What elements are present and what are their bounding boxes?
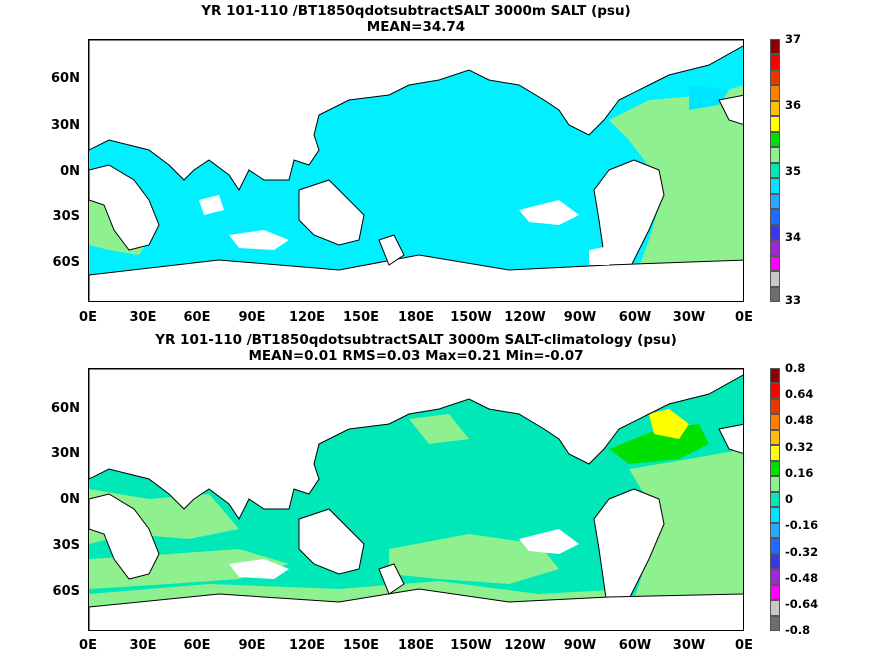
colorbar-segment [770,476,780,492]
colorbar-segment [770,209,780,225]
panel2-cbar-label-2: 0.48 [785,413,814,427]
panel2-cbar-label-0: 0.8 [785,361,806,375]
panel1-lon-0e-end: 0E [735,310,753,325]
panel1-lat-60n: 60N [51,71,80,86]
panel1-lon-0e: 0E [79,310,97,325]
colorbar-segment [770,39,780,55]
panel1-cbar-label-33: 33 [785,293,802,307]
panel2-cbar-label-5: 0 [785,492,794,506]
panel1-lat-60s: 60S [52,255,80,270]
panel1-lon-120w: 120W [504,310,546,325]
panel2-lon-0e-end: 0E [735,638,753,653]
panel2-lon-150e: 150E [342,638,380,653]
panel2-lat-60s: 60S [52,584,80,599]
panel1-lat-30n: 30N [51,118,80,133]
panel1-lon-90e: 90E [238,310,266,325]
panel2-lon-90e: 90E [238,638,266,653]
panel2-cbar-label-4: 0.16 [785,466,814,480]
panel2-lon-120e: 120E [288,638,326,653]
panel2-lon-30e: 30E [129,638,157,653]
colorbar-segment [770,491,780,508]
panel2-lat-30s: 30S [52,538,80,553]
panel2-cbar-label-7: -0.32 [785,545,819,559]
panel1-lon-180e: 180E [397,310,435,325]
colorbar-segment [770,600,780,616]
panel2-cbar-label-8: -0.48 [785,571,819,585]
panel2-lon-0e: 0E [79,638,97,653]
colorbar-segment [770,271,780,287]
panel2-lat-60n: 60N [51,401,80,416]
colorbar-segment [770,522,780,539]
salinity-map-svg [89,40,743,301]
map-panel-anomaly [88,368,744,631]
panel1-lon-90w: 90W [563,310,597,325]
colorbar-segment [770,240,780,256]
panel1-cbar-label-36: 36 [785,98,802,112]
panel1-lat-0n: 0N [60,164,80,179]
panel1-lon-30w: 30W [672,310,706,325]
panel2-cbar-label-1: 0.64 [785,387,814,401]
colorbar-segment [770,85,780,101]
panel1-cbar-label-35: 35 [785,164,802,178]
panel2-stats: MEAN=0.01 RMS=0.03 Max=0.21 Min=-0.07 [248,348,584,364]
panel1-cbar-label-37: 37 [785,32,802,46]
colorbar-segment [770,178,780,194]
colorbar-segment [770,162,780,179]
colorbar-segment [770,445,780,461]
panel2-lon-120w: 120W [504,638,546,653]
colorbar-segment [770,584,780,601]
panel2-lon-180e: 180E [397,638,435,653]
colorbar-segment [770,116,780,132]
colorbar-segment [770,398,780,415]
panel2-lon-150w: 150W [450,638,492,653]
colorbar-segment [770,100,780,117]
colorbar-segment [770,569,780,585]
panel1-title: YR 101-110 /BT1850qdotsubtractSALT 3000m… [201,3,631,19]
colorbar-segment [770,460,780,477]
colorbar-segment [770,131,780,148]
panel2-colorbar [770,368,780,631]
panel1-lon-60e: 60E [183,310,211,325]
panel2-lat-0n: 0N [60,492,80,507]
colorbar-segment [770,147,780,163]
panel2-lon-60w: 60W [618,638,652,653]
panel1-lon-150e: 150E [342,310,380,325]
panel2-lat-30n: 30N [51,446,80,461]
panel1-lat-30s: 30S [52,209,80,224]
colorbar-segment [770,224,780,241]
panel2-cbar-label-3: 0.32 [785,440,814,454]
panel1-lon-120e: 120E [288,310,326,325]
panel2-lon-90w: 90W [563,638,597,653]
panel2-cbar-label-6: -0.16 [785,518,819,532]
colorbar-segment [770,429,780,446]
panel2-lon-60e: 60E [183,638,211,653]
colorbar-segment [770,538,780,554]
panel1-mean: MEAN=34.74 [366,19,466,35]
colorbar-segment [770,54,780,70]
panel2-cbar-label-10: -0.8 [785,623,811,637]
colorbar-segment [770,383,780,399]
colorbar-segment [770,615,780,631]
panel2-lon-30w: 30W [672,638,706,653]
panel1-cbar-label-34: 34 [785,230,802,244]
panel1-lon-150w: 150W [450,310,492,325]
panel1-lon-30e: 30E [129,310,157,325]
colorbar-segment [770,255,780,272]
colorbar-segment [770,69,780,86]
colorbar-segment [770,193,780,210]
colorbar-segment [770,368,780,384]
panel2-cbar-label-9: -0.64 [785,597,819,611]
colorbar-segment [770,414,780,430]
anomaly-map-svg [89,369,743,630]
panel2-title: YR 101-110 /BT1850qdotsubtractSALT 3000m… [155,332,677,348]
colorbar-segment [770,286,780,302]
panel1-colorbar [770,39,780,302]
panel1-lon-60w: 60W [618,310,652,325]
colorbar-segment [770,553,780,570]
map-panel-salinity [88,39,744,302]
colorbar-segment [770,507,780,523]
